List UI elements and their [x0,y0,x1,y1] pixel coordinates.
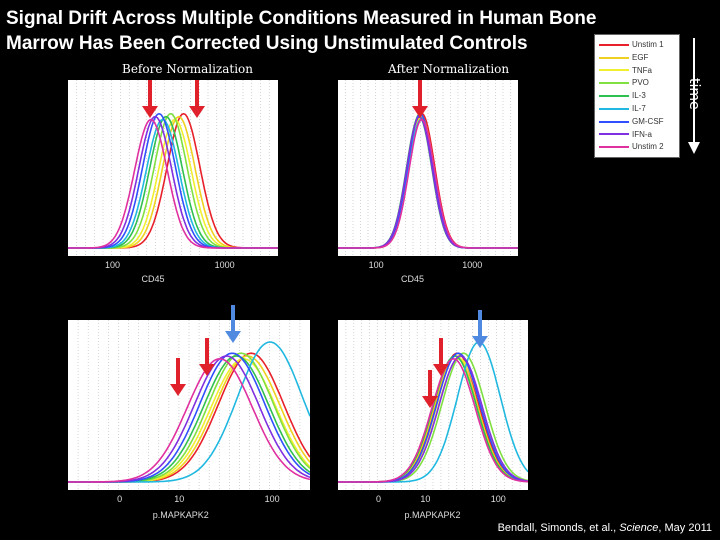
legend-swatch [599,120,629,123]
legend-swatch [599,95,629,98]
after-normalization-label: After Normalization [388,62,510,76]
time-arrow-icon [688,38,700,154]
legend-entry: TNFa [599,65,652,77]
x-tick-label: 0 [117,494,123,504]
series-line [68,118,278,249]
legend-entry: IFN-a [599,129,652,141]
x-tick-label: 10 [420,494,431,504]
legend-label: PVO [632,78,649,88]
annotation-arrow-icon [142,80,158,118]
legend-swatch [599,69,629,72]
citation-journal: Science [619,522,659,534]
annotation-arrow-icon [189,80,205,118]
legend: Unstim 1 EGF TNFa PVO IL-3 IL-7 GM-CSF IFN-a Uns… [594,34,680,158]
legend-label: IL-3 [632,91,646,101]
histogram-svg [338,320,528,490]
histogram-plot [68,80,278,256]
x-tick-label: 100 [105,260,121,270]
legend-swatch [599,56,629,59]
legend-entry: Unstim 1 [599,39,664,51]
before-normalization-label: Before Normalization [122,62,253,76]
histogram-svg [68,80,278,256]
annotation-arrow-icon [472,310,488,348]
x-tick-label: 100 [490,494,506,504]
x-tick-label: 100 [368,260,384,270]
legend-label: IFN-a [632,129,652,139]
legend-swatch [599,146,629,149]
annotation-arrow-icon [412,80,428,118]
annotation-arrow-icon [433,338,449,376]
x-tick-label: 0 [376,494,382,504]
series-line [338,357,528,483]
legend-label: GM-CSF [632,116,664,126]
citation-date: , May 2011 [658,522,712,534]
annotation-arrow-icon [199,338,215,376]
x-tick-label: 100 [264,494,280,504]
legend-label: Unstim 1 [632,40,664,49]
x-tick-label: 10 [174,494,185,504]
legend-entry: PVO [599,77,649,89]
citation-authors: Bendall, Simonds, et al., [497,522,620,534]
histogram-svg [338,80,518,256]
histogram-svg [68,320,310,490]
citation: Bendall, Simonds, et al., Science, May 2… [498,522,712,534]
slide-title: Signal Drift Across Multiple Conditions … [6,8,597,54]
x-axis-label: CD45 [141,274,165,284]
legend-entry: IL-7 [599,103,646,115]
annotation-arrow-icon [225,305,241,343]
x-tick-label: 1000 [462,260,483,270]
legend-label: Unstim 2 [632,142,664,152]
x-tick-label: 1000 [214,260,235,270]
annotation-arrow-icon [422,370,438,408]
legend-label: IL-7 [632,104,646,113]
time-label: time [686,78,702,110]
legend-entry: IL-3 [599,90,646,102]
x-axis-label: p.MAPKAPK2 [152,510,209,520]
legend-swatch [599,133,629,136]
histogram-plot [68,320,310,490]
histogram-plot [338,320,528,490]
histogram-plot [338,80,518,256]
legend-swatch [599,43,629,46]
time-arrow: time [686,34,708,156]
legend-swatch [599,82,629,85]
legend-swatch [599,107,629,110]
x-axis-label: CD45 [401,274,425,284]
legend-label: EGF [632,52,649,62]
legend-label: TNFa [632,65,652,75]
x-axis-label: p.MAPKAPK2 [404,510,461,520]
series-line [68,357,310,483]
legend-entry: GM-CSF [599,116,664,128]
annotation-arrow-icon [170,358,186,396]
series-line [338,118,518,249]
legend-entry: Unstim 2 [599,141,664,153]
legend-entry: EGF [599,52,648,64]
